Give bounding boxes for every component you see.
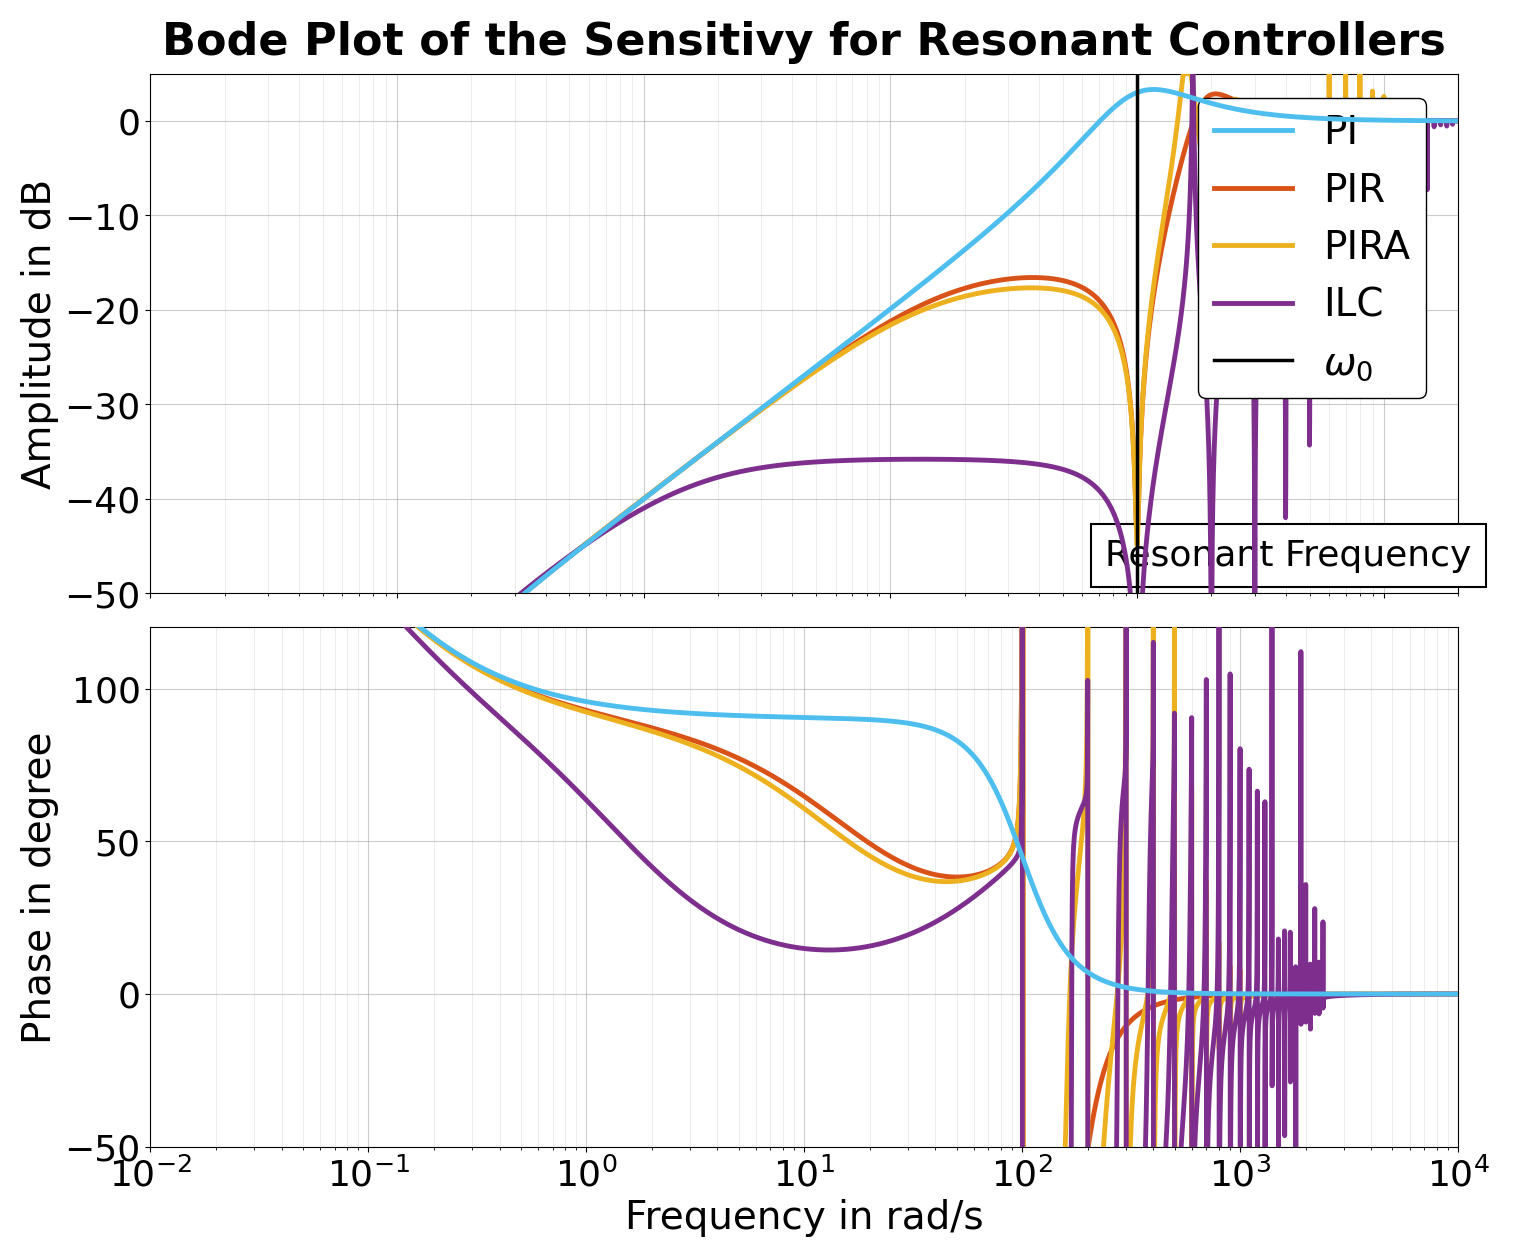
Y-axis label: Phase in degree: Phase in degree bbox=[21, 732, 59, 1043]
X-axis label: Frequency in rad/s: Frequency in rad/s bbox=[625, 1198, 984, 1236]
Title: Bode Plot of the Sensitivy for Resonant Controllers: Bode Plot of the Sensitivy for Resonant … bbox=[162, 21, 1446, 64]
Legend: PI, PIR, PIRA, ILC, $\omega_0$: PI, PIR, PIRA, ILC, $\omega_0$ bbox=[1197, 99, 1424, 398]
Y-axis label: Amplitude in dB: Amplitude in dB bbox=[21, 178, 59, 489]
Text: Resonant Frequency: Resonant Frequency bbox=[1104, 538, 1470, 572]
